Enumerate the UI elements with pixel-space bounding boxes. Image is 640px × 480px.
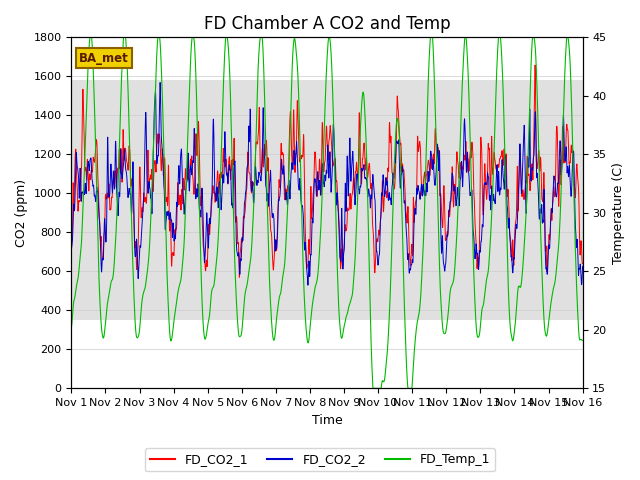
Y-axis label: Temperature (C): Temperature (C) — [612, 162, 625, 264]
Text: BA_met: BA_met — [79, 52, 129, 65]
X-axis label: Time: Time — [312, 414, 342, 427]
Bar — [72, 80, 582, 320]
Legend: FD_CO2_1, FD_CO2_2, FD_Temp_1: FD_CO2_1, FD_CO2_2, FD_Temp_1 — [145, 448, 495, 471]
Title: FD Chamber A CO2 and Temp: FD Chamber A CO2 and Temp — [204, 15, 451, 33]
Y-axis label: CO2 (ppm): CO2 (ppm) — [15, 179, 28, 247]
